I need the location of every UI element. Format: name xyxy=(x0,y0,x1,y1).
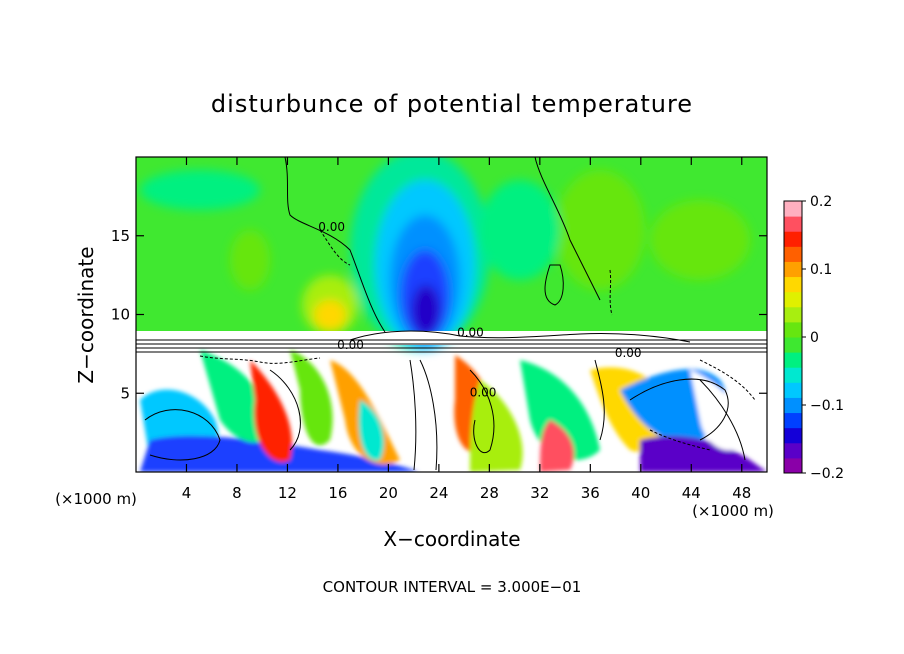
colorbar-swatch xyxy=(784,216,802,232)
y-axis: 5 10 15 xyxy=(111,227,767,402)
x-tick-label: 4 xyxy=(182,484,192,502)
colorbar-tick-label: −0.1 xyxy=(810,398,844,414)
colorbar-swatch xyxy=(784,306,802,323)
negative-contour-lines xyxy=(199,229,756,451)
heatmap-plot-area xyxy=(136,157,767,472)
y-tick-label: 10 xyxy=(111,306,130,324)
contour-label: 0.00 xyxy=(470,385,497,399)
colorbar-swatch xyxy=(784,352,802,368)
lower-layer-anomalies xyxy=(140,350,767,472)
inversion-band xyxy=(136,331,767,345)
y-axis-label: Z−coordinate xyxy=(74,246,98,383)
colorbar-swatch xyxy=(784,201,802,217)
contour-interval-note: CONTOUR INTERVAL = 3.000E−01 xyxy=(323,578,582,596)
x-tick-label: 16 xyxy=(328,484,347,502)
upper-layer-anomalies xyxy=(140,157,750,350)
colorbar-tick-label: 0 xyxy=(810,330,819,346)
y-tick-label: 15 xyxy=(111,227,130,245)
colorbar-swatch xyxy=(784,442,802,459)
contour-lines xyxy=(136,157,767,471)
x-tick-label: 12 xyxy=(278,484,297,502)
colorbar: 0.2 0.1 0 −0.1 −0.2 xyxy=(783,194,844,482)
colorbar-swatch xyxy=(784,382,802,398)
contour-label: 0.00 xyxy=(457,326,484,340)
x-tick-label: 24 xyxy=(429,484,448,502)
colorbar-swatch xyxy=(784,427,802,444)
x-tick-label: 48 xyxy=(732,484,751,502)
colorbar-tick-label: 0.1 xyxy=(810,262,832,278)
contour-labels: 0.00 0.00 0.00 0.00 0.00 xyxy=(318,220,641,399)
x-unit-left: (×1000 m) xyxy=(55,490,137,508)
contour-label: 0.00 xyxy=(615,346,642,360)
x-tick-label: 20 xyxy=(379,484,398,502)
x-tick-label: 40 xyxy=(631,484,650,502)
x-tick-label: 8 xyxy=(232,484,242,502)
contour-label: 0.00 xyxy=(337,338,364,352)
x-tick-label: 36 xyxy=(581,484,600,502)
x-tick-label: 28 xyxy=(480,484,499,502)
x-axis: 4 8 12 16 20 24 28 32 36 40 44 48 xyxy=(182,157,751,502)
x-tick-label: 32 xyxy=(530,484,549,502)
colorbar-swatch xyxy=(784,276,802,293)
colorbar-swatch xyxy=(784,231,802,247)
colorbar-swatch xyxy=(784,457,802,474)
colorbar-swatch xyxy=(784,412,802,429)
colorbar-tick-label: −0.2 xyxy=(810,466,844,482)
colorbar-tick-label: 0.2 xyxy=(810,194,832,210)
colorbar-swatch xyxy=(784,261,802,278)
colorbar-swatch xyxy=(784,397,802,414)
colorbar-swatch xyxy=(784,321,802,338)
colorbar-swatch xyxy=(784,367,802,383)
x-axis-label: X−coordinate xyxy=(383,527,520,551)
contour-label: 0.00 xyxy=(318,220,345,234)
x-unit-right: (×1000 m) xyxy=(692,502,774,520)
x-tick-label: 44 xyxy=(682,484,701,502)
colorbar-swatch xyxy=(784,337,802,353)
colorbar-swatch xyxy=(784,246,802,262)
colorbar-swatch xyxy=(784,291,802,308)
y-tick-label: 5 xyxy=(120,384,130,402)
chart-title: disturbunce of potential temperature xyxy=(211,90,693,118)
